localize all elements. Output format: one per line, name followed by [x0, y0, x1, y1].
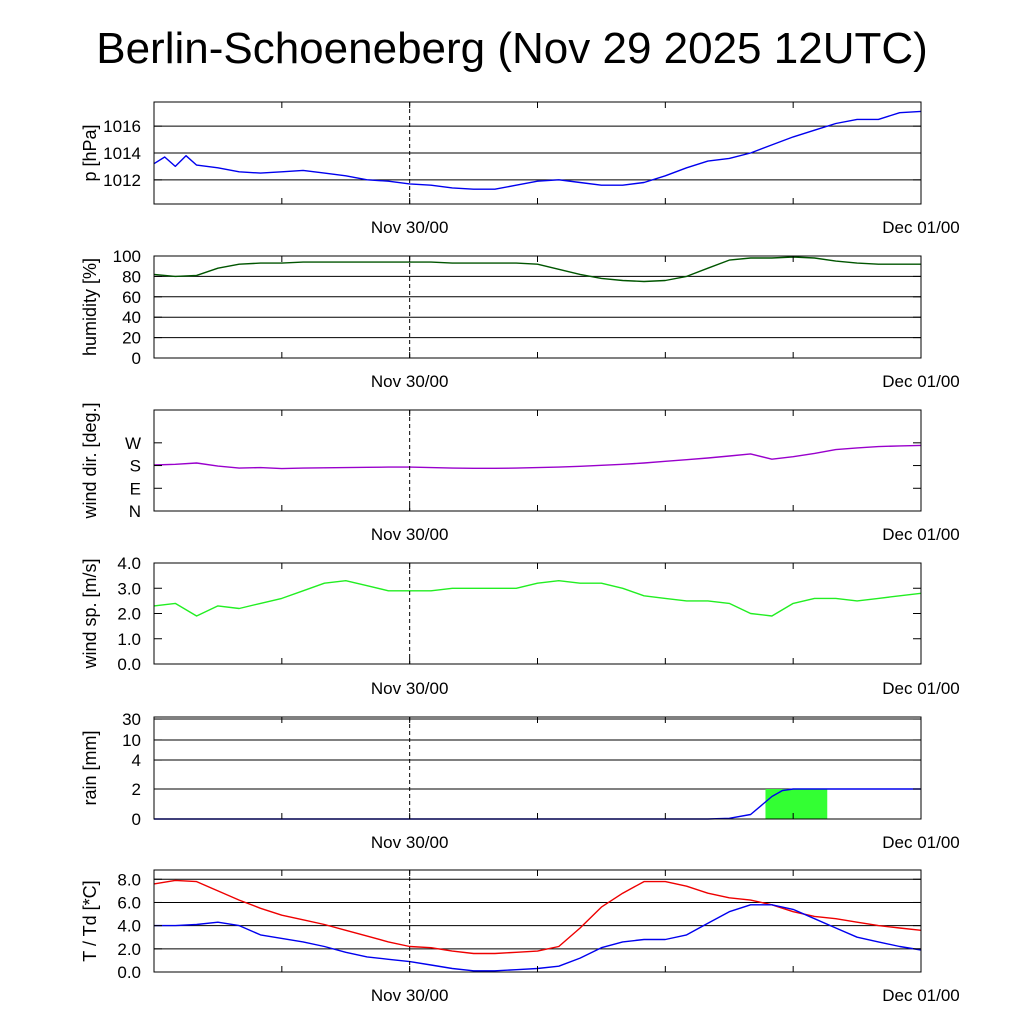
y-axis-title: T / Td [*C]	[80, 880, 100, 961]
x-tick-label: Dec 01/00	[882, 525, 960, 544]
plot-frame	[153, 562, 922, 665]
y-tick-label: N	[129, 502, 141, 521]
y-tick-label: S	[130, 457, 141, 476]
y-tick-label: 1014	[103, 144, 141, 163]
x-tick-label: Dec 01/00	[882, 218, 960, 237]
y-axis-title: wind sp. [m/s]	[80, 558, 100, 669]
y-tick-label: 3.0	[117, 579, 141, 598]
y-tick-label: 4	[132, 751, 141, 770]
y-tick-label: 20	[122, 329, 141, 348]
y-tick-label: 2.0	[117, 605, 141, 624]
y-tick-label: 60	[122, 288, 141, 307]
rain-bar	[765, 789, 828, 819]
y-tick-label: E	[130, 479, 141, 498]
y-tick-label: W	[125, 434, 141, 453]
x-tick-label: Nov 30/00	[371, 986, 449, 1005]
y-tick-label: 1016	[103, 117, 141, 136]
series-line-2-0	[153, 444, 922, 470]
y-tick-label: 30	[122, 710, 141, 729]
y-tick-label: 0	[132, 349, 141, 368]
series-line-5-1	[154, 904, 922, 972]
x-tick-label: Nov 30/00	[371, 679, 449, 698]
x-tick-label: Nov 30/00	[371, 525, 449, 544]
y-tick-label: 6.0	[117, 893, 141, 912]
y-tick-label: 4.0	[117, 917, 141, 936]
x-tick-label: Nov 30/00	[371, 833, 449, 852]
y-axis-title: p [hPa]	[80, 124, 100, 181]
x-tick-label: Dec 01/00	[882, 986, 960, 1005]
series-line-0-0	[153, 110, 922, 190]
series-line-3-0	[153, 580, 922, 617]
plot-frame	[153, 409, 922, 512]
y-tick-label: 100	[113, 247, 141, 266]
chart-title: Berlin-Schoeneberg (Nov 29 2025 12UTC)	[96, 24, 928, 73]
y-tick-label: 1.0	[117, 630, 141, 649]
y-axis-title: rain [mm]	[80, 730, 100, 805]
y-tick-label: 0	[132, 810, 141, 829]
y-axis-title: wind dir. [deg.]	[80, 402, 100, 519]
x-tick-label: Dec 01/00	[882, 679, 960, 698]
series-line-5-0	[153, 879, 922, 955]
y-tick-label: 10	[122, 731, 141, 750]
plot-frame	[153, 255, 922, 359]
y-tick-label: 80	[122, 267, 141, 286]
plot-frame	[153, 869, 922, 973]
x-tick-label: Nov 30/00	[371, 372, 449, 391]
y-tick-label: 8.0	[117, 870, 141, 889]
x-tick-label: Dec 01/00	[882, 372, 960, 391]
y-tick-label: 40	[122, 308, 141, 327]
x-tick-label: Dec 01/00	[882, 833, 960, 852]
y-tick-label: 0.0	[117, 963, 141, 982]
y-tick-label: 4.0	[117, 554, 141, 573]
y-tick-label: 2.0	[117, 940, 141, 959]
y-tick-label: 2	[132, 780, 141, 799]
y-tick-label: 0.0	[117, 655, 141, 674]
x-tick-label: Nov 30/00	[371, 218, 449, 237]
y-axis-title: humidity [%]	[80, 258, 100, 356]
y-tick-label: 1012	[103, 171, 141, 190]
